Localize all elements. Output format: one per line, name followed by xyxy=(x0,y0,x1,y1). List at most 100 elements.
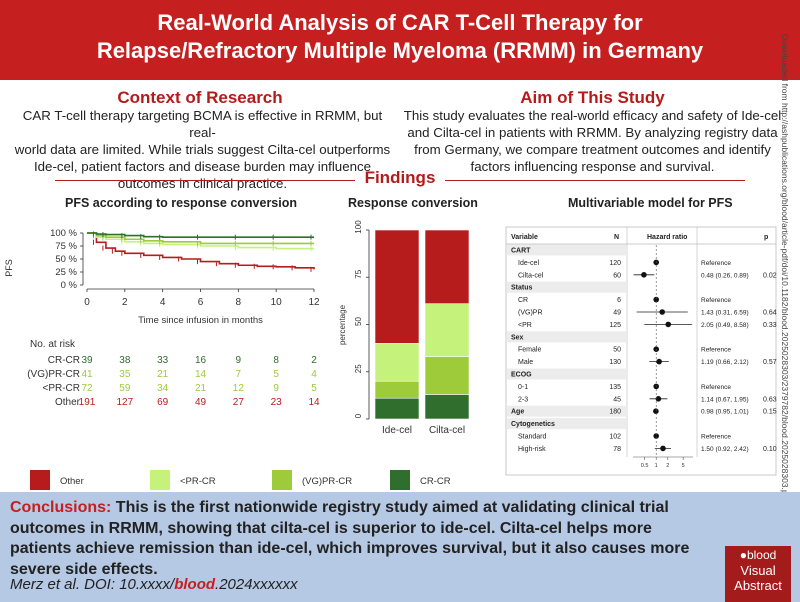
km-chart: PFS 100 % 75 % 50 % 25 % 0 % 0 2 4 6 8 10 12 Time si… xyxy=(4,228,320,408)
risk-cell: 21 xyxy=(195,383,207,394)
context-line-1: CAR T-cell therapy targeting BCMA is eff… xyxy=(22,108,383,140)
badge-brand: ●blood xyxy=(725,548,791,563)
km-x-tick-label: 0 xyxy=(84,297,90,308)
forest-row-estimate: 2.05 (0.49, 8.58) xyxy=(701,322,749,329)
forest-point xyxy=(655,396,662,402)
title-line-1: Real-World Analysis of CAR T-Cell Therap… xyxy=(157,10,643,35)
forest-row-estimate: Reference xyxy=(701,297,731,304)
risk-cell: 191 xyxy=(79,397,96,408)
forest-row-label: (VG)PR xyxy=(518,310,543,317)
bar-y-tick-label: 100 xyxy=(354,220,363,234)
aim-line-3: from Germany, we compare treatment outco… xyxy=(414,142,771,157)
risk-cell: 127 xyxy=(116,397,133,408)
conclusion-body: This is the first nationwide registry st… xyxy=(10,499,690,578)
km-x-tick-label: 6 xyxy=(198,297,204,308)
bar-segment-crcr xyxy=(424,394,470,420)
risk-cell: 4 xyxy=(311,369,317,380)
forest-point xyxy=(653,296,660,303)
bar-y-tick-label: 50 xyxy=(354,317,363,326)
bar-y-tick-label: 25 xyxy=(354,364,363,373)
forest-x-tick-label: 0.5 xyxy=(641,463,649,469)
forest-row-estimate: 1.14 (0.67, 1.95) xyxy=(701,396,749,403)
forest-group-label: Age xyxy=(511,409,524,416)
km-x-tick-label: 2 xyxy=(122,297,128,308)
forest-row-label: Male xyxy=(518,359,533,366)
risk-cell: 41 xyxy=(81,369,93,380)
km-legend: Other <PR-CR (VG)PR-CR CR-CR xyxy=(30,470,455,500)
forest-point xyxy=(641,272,647,278)
km-line-other xyxy=(87,232,315,270)
aim-title: Aim of This Study xyxy=(520,88,665,107)
km-line-prcr xyxy=(87,232,314,250)
bar-segment-vgprcr xyxy=(374,380,420,399)
bar-category-label: Cilta-cel xyxy=(429,425,465,436)
bar-category-label: Ide-cel xyxy=(382,425,412,436)
citation-journal: blood xyxy=(174,576,216,593)
forest-row-p: 0.15 xyxy=(763,409,777,416)
badge-line-2: Abstract xyxy=(734,578,782,593)
forest-row-n: 6 xyxy=(617,297,621,304)
forest-row-estimate: Reference xyxy=(701,384,731,391)
km-x-label: Time since infusion in months xyxy=(138,315,263,326)
conclusion-lead: Conclusions: xyxy=(10,499,112,516)
risk-cell: 2 xyxy=(311,355,317,366)
risk-row-label: Other xyxy=(55,397,81,408)
risk-cell: 23 xyxy=(271,397,283,408)
km-x-tick-label: 12 xyxy=(308,297,320,308)
forest-row-estimate: 0.48 (0.26, 0.89) xyxy=(701,272,749,279)
bar-segment-other xyxy=(424,229,470,305)
forest-row-n: 49 xyxy=(613,310,621,317)
forest-row-n: 60 xyxy=(613,272,621,279)
forest-row-n: 45 xyxy=(613,396,621,403)
legend-swatch-other xyxy=(30,470,50,490)
bar-segment-crcr xyxy=(374,397,420,420)
forest-row-label: Ide-cel xyxy=(518,260,539,267)
forest-row-n: 125 xyxy=(609,322,621,329)
bar-segment-other xyxy=(374,229,420,344)
risk-table-title: No. at risk xyxy=(30,339,76,350)
forest-row-estimate: Reference xyxy=(701,347,731,354)
forest-row-label: 0-1 xyxy=(518,384,528,391)
risk-row-label: (VG)PR-CR xyxy=(27,369,80,380)
forest-row-estimate: 0.98 (0.95, 1.01) xyxy=(701,409,749,416)
risk-cell: 27 xyxy=(233,397,245,408)
km-y-tick-label: 50 % xyxy=(55,254,77,265)
risk-cell: 16 xyxy=(195,355,207,366)
visual-abstract-badge: ●blood Visual Abstract xyxy=(725,546,791,602)
forest-plot: Variable N Hazard ratio p CART Ide-cel 120 Ref… xyxy=(505,226,777,476)
km-title: PFS according to response conversion xyxy=(65,196,298,210)
forest-header-p: p xyxy=(764,234,768,241)
context-text: CAR T-cell therapy targeting BCMA is eff… xyxy=(10,107,395,192)
km-line-vgprcr xyxy=(87,232,314,245)
forest-group-label: CART xyxy=(511,248,531,255)
forest-point xyxy=(660,445,666,452)
forest-group-label: Sex xyxy=(511,334,524,341)
download-note: Downloaded from http://ashpublications.o… xyxy=(780,34,790,602)
forest-row-p: 0.02 xyxy=(763,272,777,279)
forest-group-bg xyxy=(507,405,627,417)
risk-row-label: CR-CR xyxy=(48,355,80,366)
km-x-tick-label: 4 xyxy=(160,297,166,308)
bar-title: Response conversion xyxy=(348,196,478,210)
forest-row-label: Cilta-cel xyxy=(518,272,544,279)
forest-row-estimate: 1.43 (0.31, 6.59) xyxy=(701,310,749,317)
risk-cell: 5 xyxy=(273,369,279,380)
aim-line-4: factors influencing response and surviva… xyxy=(470,159,715,174)
context-title: Context of Research xyxy=(117,88,283,107)
context-line-3: Ide-cel, patient factors and disease bur… xyxy=(33,159,372,174)
forest-header-n: N xyxy=(614,234,619,241)
risk-row-label: <PR-CR xyxy=(42,383,80,394)
risk-cell: 14 xyxy=(308,397,320,408)
bar-y-tick-label: 75 xyxy=(354,269,363,278)
forest-row-label: 2-3 xyxy=(518,396,528,403)
legend-lt-pr-cr: <PR-CR xyxy=(180,476,216,487)
risk-cell: 12 xyxy=(233,383,245,394)
bar-y-label: percentage xyxy=(338,304,347,345)
forest-x-tick-label: 1 xyxy=(655,463,658,469)
stacked-bar-chart: 100 75 50 25 0 percentage Ide-cel Cilta-cel xyxy=(338,220,470,436)
forest-row-n: 135 xyxy=(609,384,621,391)
legend-cr-cr: CR-CR xyxy=(420,476,451,487)
risk-cell: 72 xyxy=(81,383,93,394)
forest-point xyxy=(653,408,659,414)
risk-cell: 49 xyxy=(195,397,207,408)
